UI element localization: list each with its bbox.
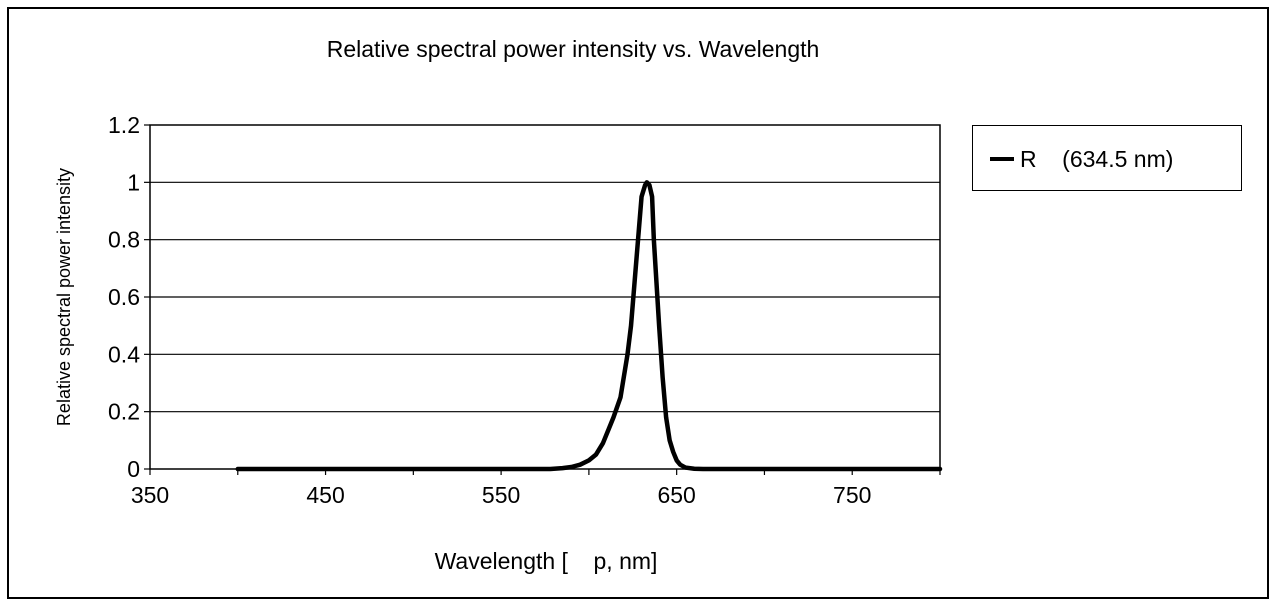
y-tick-label: 0.4	[108, 341, 140, 367]
x-tick-label: 450	[306, 482, 344, 508]
x-tick-label: 750	[833, 482, 871, 508]
y-axis: 0 0.2 0.4 0.6 0.8 1 1.2	[108, 112, 150, 482]
chart-title: Relative spectral power intensity vs. Wa…	[327, 36, 820, 62]
y-tick-label: 1.2	[108, 112, 140, 138]
x-tick-label: 650	[657, 482, 695, 508]
x-tick-label: 550	[482, 482, 520, 508]
y-tick-label: 0.8	[108, 227, 140, 253]
series-line	[235, 180, 943, 472]
x-axis-label: Wavelength [ p, nm]	[435, 548, 658, 574]
y-tick-label: 1	[127, 169, 140, 195]
x-tick-label: 350	[131, 482, 169, 508]
legend-swatch	[990, 157, 1014, 161]
legend-label: R (634.5 nm)	[1020, 146, 1174, 172]
y-tick-label: 0.2	[108, 399, 140, 425]
legend: R (634.5 nm)	[972, 125, 1242, 191]
y-tick-label: 0.6	[108, 284, 140, 310]
x-axis: 350 450 550 650 750	[131, 469, 941, 508]
y-axis-label: Relative spectral power intensity	[54, 168, 74, 426]
grid-lines	[150, 181, 940, 413]
y-tick-label: 0	[127, 456, 140, 482]
series-layer	[235, 180, 943, 472]
chart-frame	[7, 7, 1269, 599]
